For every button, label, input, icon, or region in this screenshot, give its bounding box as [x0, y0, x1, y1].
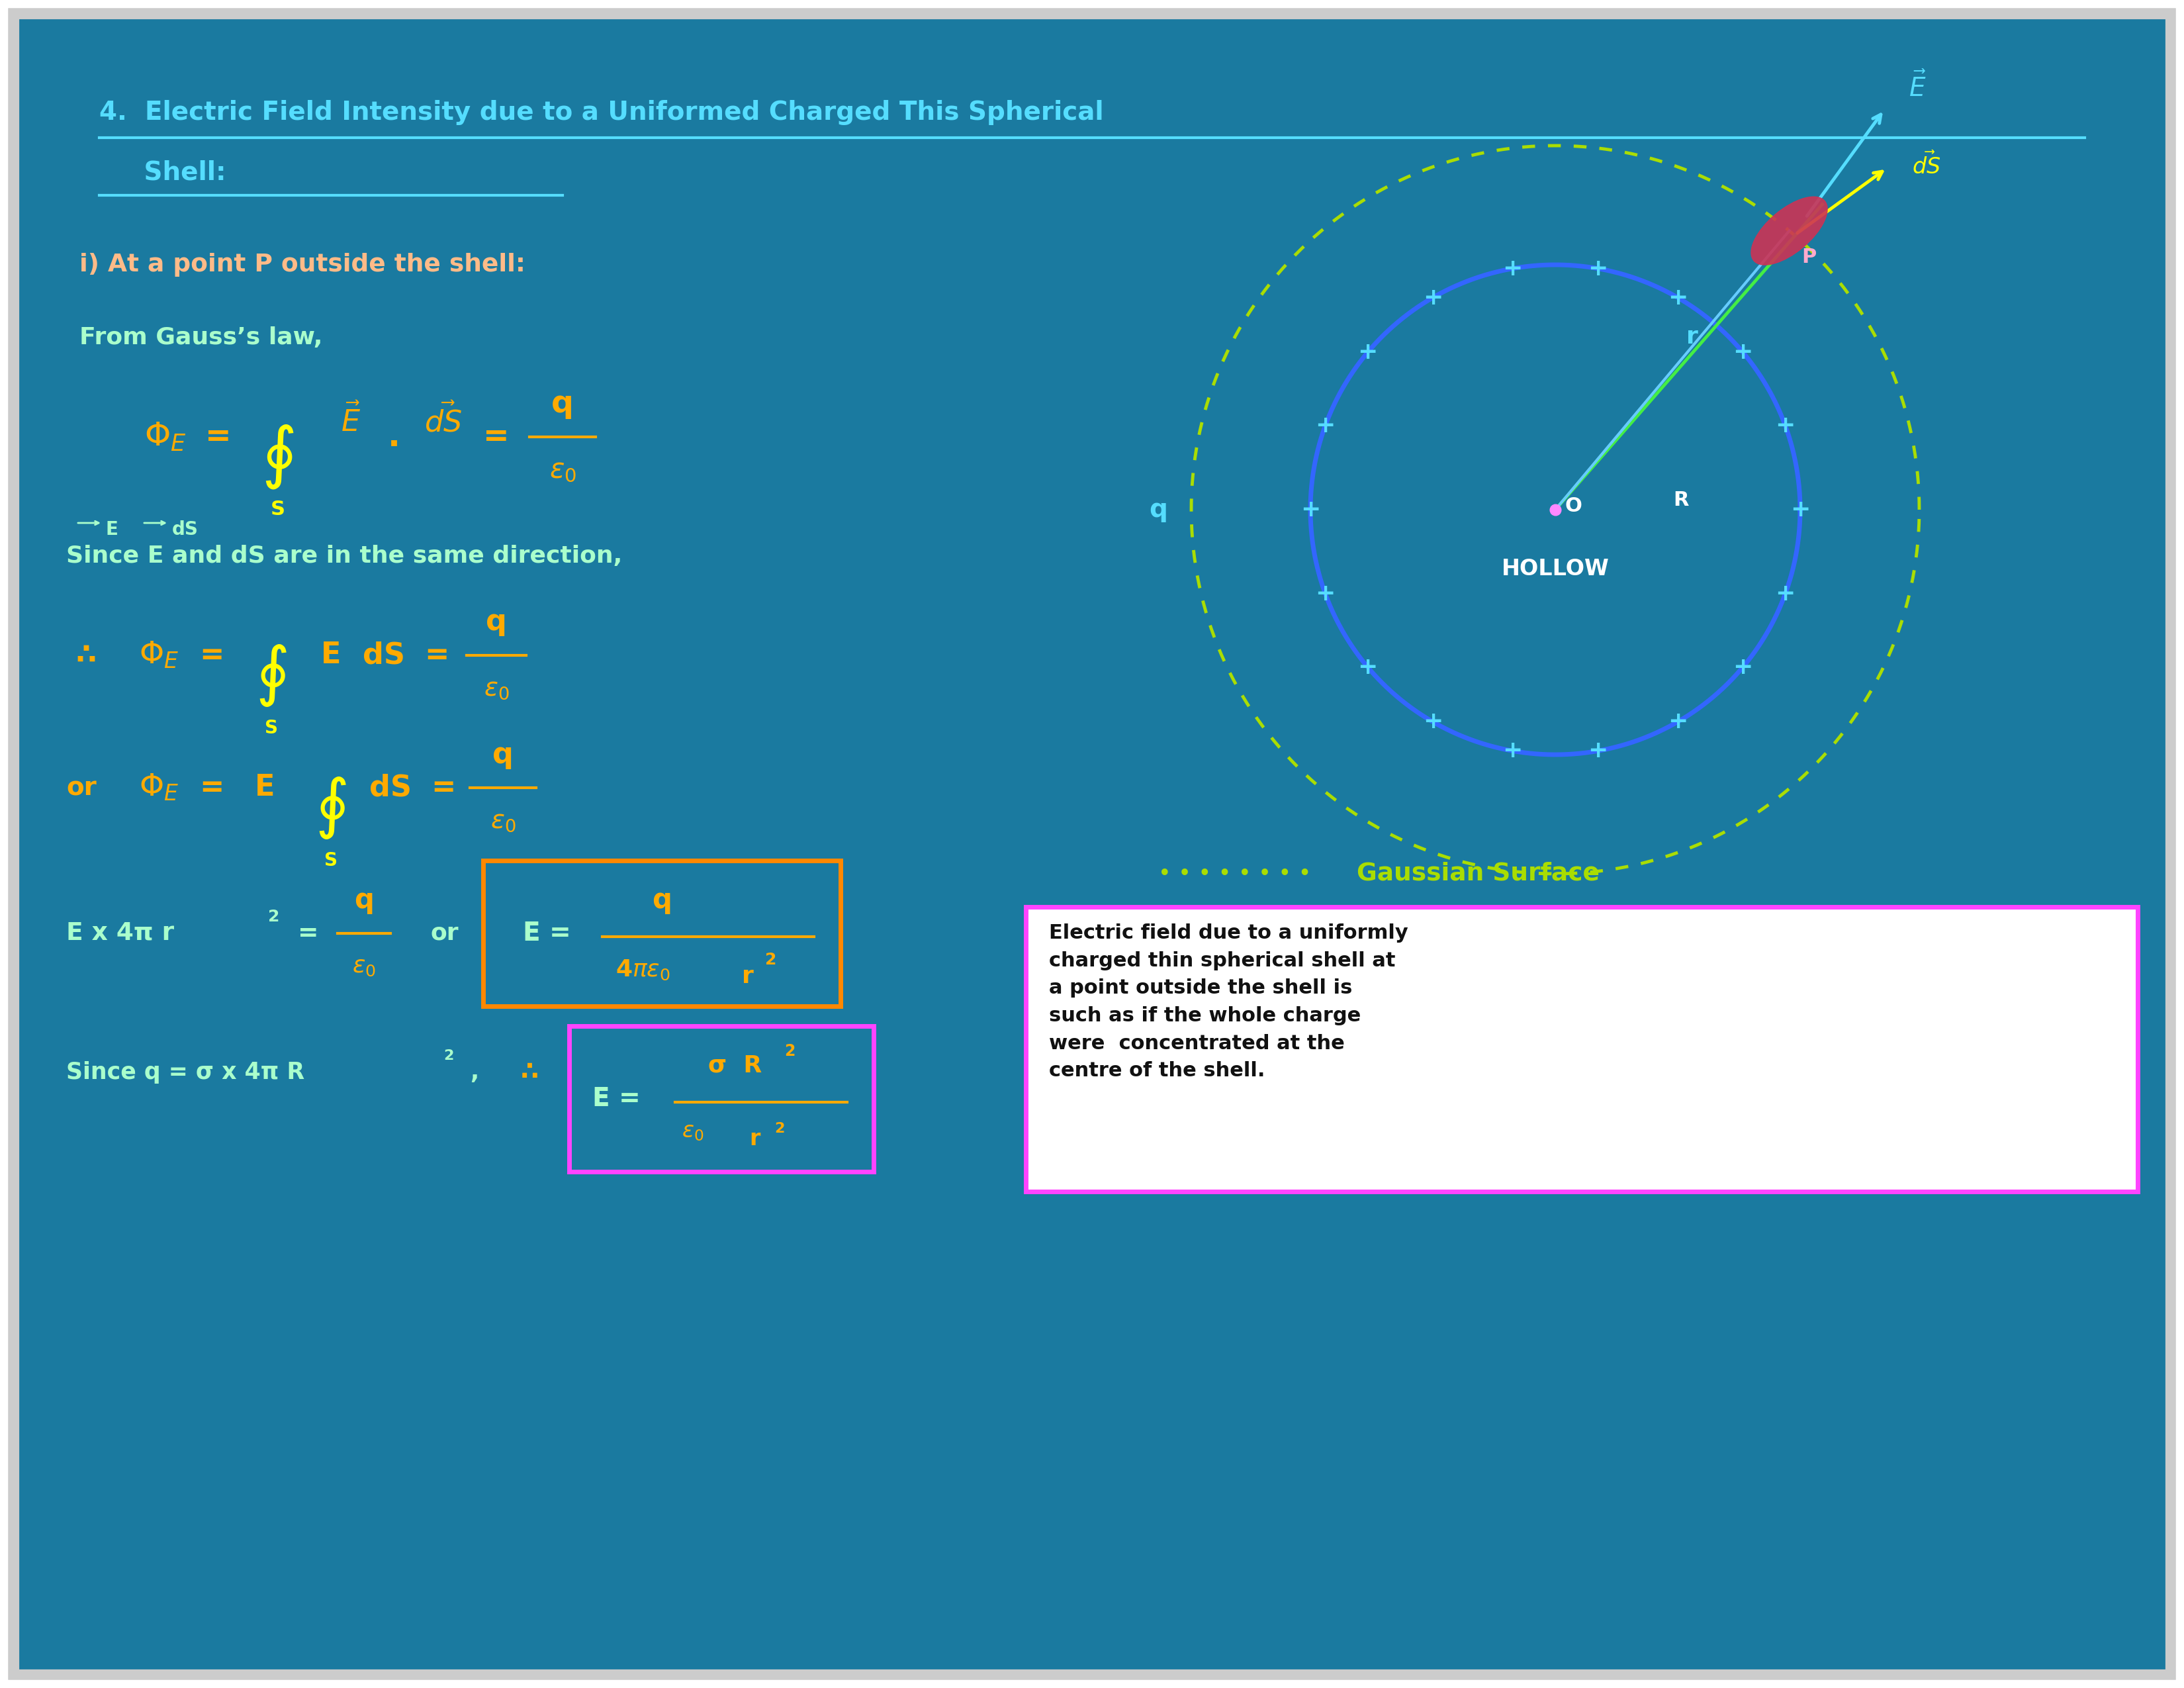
Text: $\vec{E}$: $\vec{E}$	[1909, 73, 1926, 101]
Text: =: =	[199, 641, 225, 670]
Text: $\Phi_E$: $\Phi_E$	[140, 773, 179, 803]
Text: E: E	[105, 520, 118, 538]
Text: =: =	[430, 773, 456, 802]
Text: Gaussian Surface: Gaussian Surface	[1356, 863, 1599, 886]
Text: $\varepsilon_0$: $\varepsilon_0$	[681, 1121, 703, 1143]
Text: 2: 2	[784, 1043, 795, 1058]
Text: E =: E =	[592, 1087, 640, 1111]
Text: +: +	[1776, 415, 1795, 437]
Text: +: +	[1299, 498, 1321, 522]
Text: S: S	[271, 500, 286, 520]
Text: q: q	[491, 741, 513, 768]
Text: +: +	[1776, 582, 1795, 604]
Text: r: r	[1686, 326, 1697, 348]
FancyBboxPatch shape	[20, 20, 2164, 1668]
Text: =: =	[297, 922, 319, 945]
Text: 2: 2	[443, 1050, 454, 1062]
Text: +: +	[1732, 657, 1754, 679]
Text: $\varepsilon_0$: $\varepsilon_0$	[489, 809, 515, 834]
Text: $\Phi_E$: $\Phi_E$	[140, 640, 179, 670]
Text: dS: dS	[369, 773, 411, 802]
Text: Since E and dS are in the same direction,: Since E and dS are in the same direction…	[66, 545, 622, 567]
Text: σ  R: σ R	[708, 1055, 762, 1077]
Text: 2: 2	[775, 1123, 784, 1136]
Text: E: E	[321, 641, 341, 670]
Text: From Gauss’s law,: From Gauss’s law,	[79, 326, 323, 349]
Text: 4$\pi\varepsilon_0$: 4$\pi\varepsilon_0$	[616, 959, 670, 981]
Text: +: +	[1315, 415, 1334, 437]
Text: E =: E =	[522, 920, 570, 945]
Text: +: +	[1422, 287, 1444, 309]
Text: $\vec{E}$: $\vec{E}$	[341, 403, 360, 437]
Text: • • • • • • • •: • • • • • • • •	[1158, 863, 1310, 885]
Text: q: q	[1149, 498, 1168, 522]
Text: R: R	[1673, 490, 1688, 510]
Text: ,: ,	[470, 1062, 478, 1084]
Text: +: +	[1315, 582, 1334, 604]
FancyBboxPatch shape	[1026, 906, 2138, 1192]
Text: +: +	[1791, 498, 1811, 522]
Text: or: or	[430, 922, 459, 945]
Text: $\oint$: $\oint$	[314, 775, 347, 841]
Text: ∴: ∴	[520, 1060, 539, 1085]
Text: 4.  Electric Field Intensity due to a Uniformed Charged This Spherical: 4. Electric Field Intensity due to a Uni…	[98, 100, 1103, 125]
Text: +: +	[1669, 287, 1688, 309]
Text: 2: 2	[764, 952, 778, 967]
Text: Electric field due to a uniformly
charged thin spherical shell at
a point outsid: Electric field due to a uniformly charge…	[1048, 923, 1409, 1080]
Text: r: r	[749, 1128, 760, 1150]
Text: +: +	[1358, 341, 1378, 363]
Text: =: =	[199, 773, 225, 802]
Text: q: q	[550, 388, 574, 419]
Text: Since q = σ x 4π R: Since q = σ x 4π R	[66, 1062, 304, 1084]
Text: S: S	[323, 851, 339, 869]
Ellipse shape	[1752, 197, 1828, 265]
Text: +: +	[1422, 711, 1444, 733]
Text: $\oint$: $\oint$	[262, 422, 295, 491]
Text: +: +	[1669, 711, 1688, 733]
FancyBboxPatch shape	[11, 10, 2173, 1678]
Text: or: or	[66, 775, 96, 800]
Text: $\oint$: $\oint$	[256, 643, 286, 707]
Text: $\varepsilon_0$: $\varepsilon_0$	[352, 955, 376, 977]
Text: E x 4π r: E x 4π r	[66, 922, 175, 945]
Text: =: =	[483, 422, 509, 452]
Text: ∴: ∴	[76, 641, 96, 670]
Text: +: +	[1503, 257, 1522, 280]
Text: +: +	[1503, 739, 1522, 763]
Text: O: O	[1566, 496, 1583, 517]
Text: 2: 2	[269, 908, 280, 925]
FancyBboxPatch shape	[483, 861, 841, 1006]
Text: S: S	[264, 719, 277, 738]
Text: P: P	[1802, 248, 1817, 267]
Text: dS: dS	[173, 520, 199, 538]
Text: =: =	[424, 641, 450, 670]
Text: =: =	[205, 422, 232, 452]
Text: +: +	[1588, 257, 1607, 280]
Text: $\varepsilon_0$: $\varepsilon_0$	[548, 456, 577, 484]
Text: r: r	[743, 966, 753, 987]
Text: q: q	[653, 886, 673, 915]
Text: q: q	[354, 886, 373, 915]
Text: Shell:: Shell:	[98, 160, 227, 184]
Text: $\vec{dS}$: $\vec{dS}$	[1911, 152, 1942, 179]
Text: HOLLOW: HOLLOW	[1500, 559, 1610, 581]
Text: dS: dS	[363, 641, 404, 670]
Text: .: .	[387, 420, 400, 452]
Text: $\varepsilon_0$: $\varepsilon_0$	[483, 675, 509, 701]
Text: $\Phi_E$: $\Phi_E$	[144, 420, 186, 452]
Text: +: +	[1588, 739, 1607, 763]
FancyBboxPatch shape	[570, 1026, 874, 1171]
Text: q: q	[485, 608, 507, 636]
Text: E: E	[256, 773, 275, 802]
Text: i) At a point P outside the shell:: i) At a point P outside the shell:	[79, 253, 526, 277]
Text: $\vec{dS}$: $\vec{dS}$	[424, 403, 463, 437]
Text: +: +	[1732, 341, 1754, 363]
Text: +: +	[1358, 657, 1378, 679]
